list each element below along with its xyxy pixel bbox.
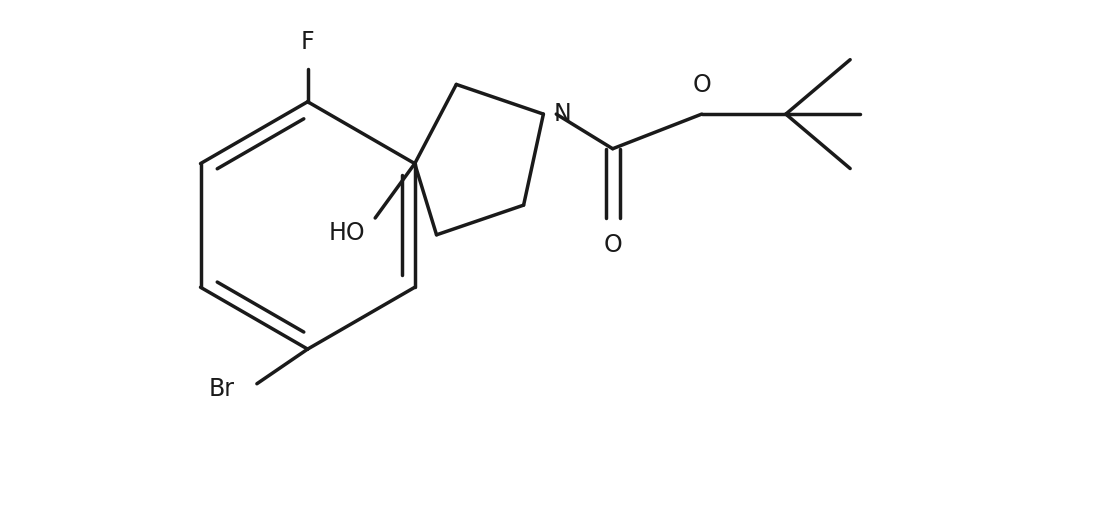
- Text: O: O: [692, 73, 711, 98]
- Text: O: O: [604, 233, 622, 257]
- Text: HO: HO: [329, 221, 365, 245]
- Text: Br: Br: [208, 377, 234, 401]
- Text: F: F: [301, 30, 314, 54]
- Text: N: N: [554, 102, 571, 126]
